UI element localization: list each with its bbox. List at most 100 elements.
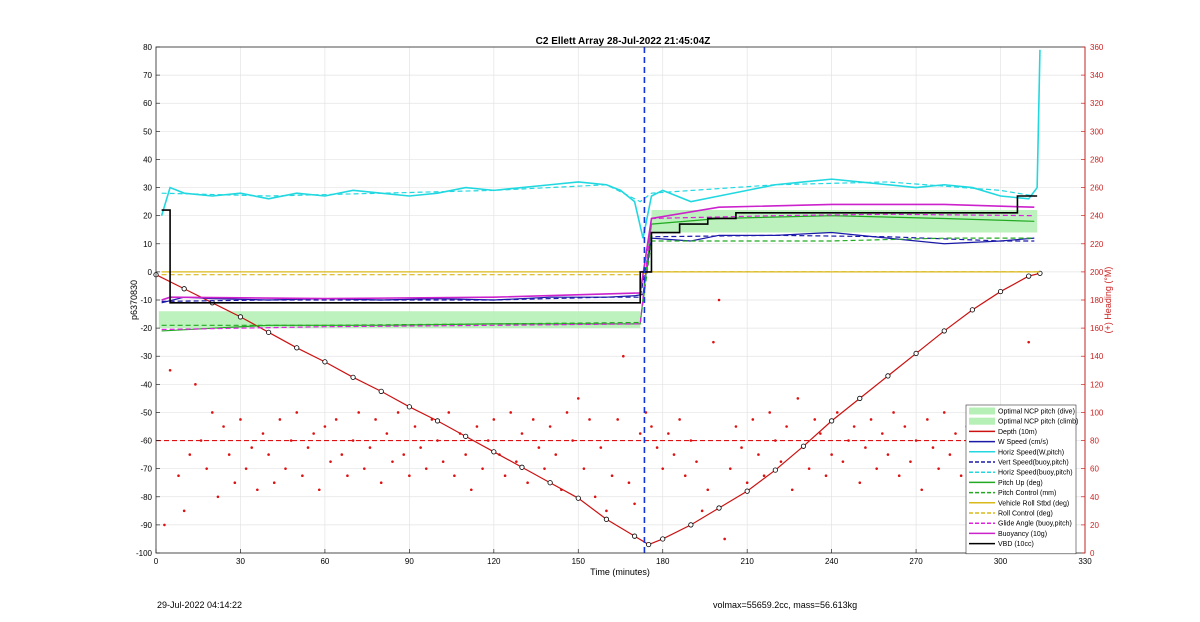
y-tick-label: -30 bbox=[140, 352, 152, 361]
heading-point bbox=[379, 481, 383, 485]
heading-point bbox=[734, 425, 738, 428]
heading-point bbox=[897, 474, 901, 477]
heading-point bbox=[790, 488, 794, 492]
legend-label: Optimal NCP pitch (dive) bbox=[998, 409, 1075, 416]
y-tick-label: -60 bbox=[140, 437, 152, 446]
heading-point bbox=[469, 488, 473, 492]
x-axis-ticks: 0 30 60 90 120 150 180 210 240 270 300 330 bbox=[154, 549, 1092, 566]
depth-point bbox=[463, 433, 469, 439]
x-tick-label: 150 bbox=[572, 557, 586, 566]
heading-point bbox=[931, 446, 935, 449]
heading-point bbox=[537, 446, 541, 449]
heading-point bbox=[757, 453, 760, 456]
depth-point bbox=[969, 307, 975, 313]
y-tick-label: -100 bbox=[136, 549, 153, 558]
depth-point bbox=[913, 350, 919, 357]
y-tick-label: 80 bbox=[143, 43, 152, 52]
y-tick-label: 20 bbox=[143, 212, 152, 221]
depth-point bbox=[294, 345, 300, 351]
heading-point bbox=[869, 418, 873, 421]
x-axis-label: Time (minutes) bbox=[590, 567, 650, 577]
series-vert-speed-buoy-pitch bbox=[161, 234, 1035, 303]
legend-label: Depth (10m) bbox=[998, 429, 1037, 436]
heading-point bbox=[576, 397, 580, 400]
legend: Optimal NCP pitch (dive) Optimal NCP pitc… bbox=[965, 404, 1078, 555]
heading-point bbox=[520, 432, 524, 435]
heading-point bbox=[284, 467, 287, 470]
y2-tick-label: 140 bbox=[1090, 352, 1104, 361]
depth-point bbox=[631, 533, 638, 539]
heading-point bbox=[163, 523, 166, 527]
heading-point bbox=[565, 411, 569, 414]
heading-point bbox=[819, 432, 822, 435]
heading-point bbox=[317, 488, 321, 492]
y2-tick-label: 220 bbox=[1090, 240, 1104, 249]
heading-point bbox=[182, 509, 186, 513]
legend-label: Pitch Up (deg) bbox=[998, 480, 1043, 487]
heading-point bbox=[740, 446, 743, 449]
y-tick-label: 50 bbox=[143, 127, 152, 136]
heading-point bbox=[312, 432, 315, 435]
depth-point bbox=[857, 395, 863, 401]
footer-volmax-mass: volmax=55659.2cc, mass=56.613kg bbox=[713, 600, 858, 610]
y2-tick-label: 60 bbox=[1090, 465, 1099, 474]
legend-label: Glide Angle (buoy,pitch) bbox=[998, 521, 1072, 528]
heading-point bbox=[250, 446, 254, 449]
legend-label: Horiz Speed(buoy,pitch) bbox=[998, 470, 1073, 477]
legend-box bbox=[965, 404, 1077, 555]
y2-tick-label: 260 bbox=[1090, 184, 1104, 193]
y2-tick-label: 280 bbox=[1090, 155, 1104, 164]
heading-point bbox=[667, 432, 670, 435]
heading-point bbox=[334, 418, 338, 421]
heading-point bbox=[216, 495, 220, 499]
y-tick-label: -70 bbox=[140, 465, 152, 474]
y2-tick-label: 240 bbox=[1090, 212, 1104, 221]
y-tick-label: 10 bbox=[143, 240, 152, 249]
heading-point bbox=[633, 502, 636, 506]
depth-point bbox=[829, 418, 835, 424]
y-tick-label: -80 bbox=[140, 493, 152, 502]
y2-tick-label: 20 bbox=[1090, 521, 1099, 530]
heading-point bbox=[717, 298, 721, 302]
heading-point bbox=[239, 418, 242, 421]
y2-tick-label: 80 bbox=[1090, 437, 1099, 446]
heading-point bbox=[796, 397, 800, 400]
heading-point bbox=[813, 418, 817, 421]
heading-point bbox=[267, 453, 270, 456]
y2-tick-label: 100 bbox=[1090, 408, 1104, 417]
heading-point bbox=[199, 439, 203, 442]
heading-point bbox=[188, 453, 192, 456]
heading-point bbox=[340, 453, 344, 456]
y2-tick-label: 320 bbox=[1090, 99, 1104, 108]
heading-point bbox=[272, 481, 276, 485]
heading-point bbox=[700, 509, 704, 513]
heading-point bbox=[211, 411, 214, 414]
heading-point bbox=[588, 418, 591, 421]
heading-point bbox=[346, 474, 349, 477]
heading-point bbox=[531, 418, 535, 421]
heading-point bbox=[959, 474, 963, 477]
optimal-ncp-bands bbox=[158, 210, 1038, 329]
heading-point bbox=[408, 474, 411, 477]
depth-point bbox=[181, 286, 187, 292]
heading-point bbox=[194, 383, 197, 386]
heading-point bbox=[222, 425, 225, 428]
heading-point bbox=[954, 432, 957, 435]
heading-point bbox=[261, 432, 265, 435]
legend-label: Pitch Control (mm) bbox=[998, 490, 1056, 497]
heading-point bbox=[672, 453, 676, 456]
heading-point bbox=[638, 432, 642, 435]
series-pitch-up-deg bbox=[161, 215, 1035, 332]
grid-lines bbox=[155, 46, 1086, 554]
x-tick-label: 0 bbox=[154, 557, 159, 566]
heading-point bbox=[593, 495, 597, 499]
band-optimal-ncp-pitch-climb bbox=[651, 210, 1038, 233]
y2-tick-label: 40 bbox=[1090, 493, 1099, 502]
depth-point bbox=[350, 374, 356, 380]
heading-point bbox=[881, 432, 884, 435]
depth-point bbox=[772, 467, 778, 473]
legend-label: Vert Speed(buoy,pitch) bbox=[998, 460, 1069, 467]
y-tick-label: 70 bbox=[143, 71, 152, 80]
heading-point bbox=[441, 460, 445, 463]
